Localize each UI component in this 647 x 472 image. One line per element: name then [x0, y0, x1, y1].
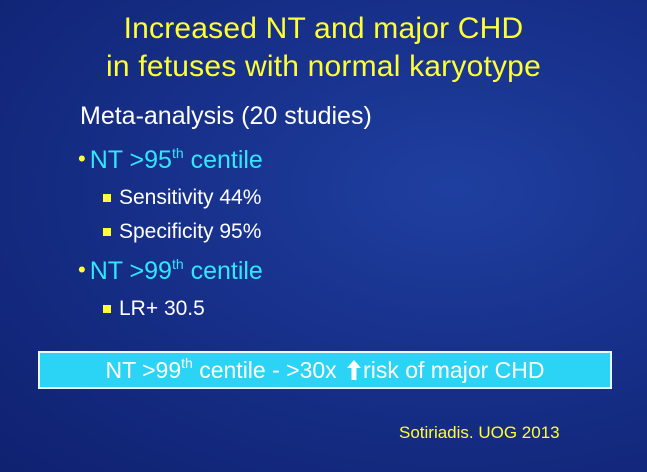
bullet-dot-icon: • [78, 257, 86, 282]
sub-bullet-specificity: Specificity 95% [103, 220, 261, 244]
bullet-nt-99: • NT >99th centile [78, 256, 263, 285]
bullet-dot-icon: • [78, 146, 86, 171]
square-bullet-icon [103, 305, 111, 313]
title-line-1: Increased NT and major CHD [123, 12, 524, 45]
title-line-2: in fetuses with normal karyotype [106, 50, 541, 83]
subheading: Meta-analysis (20 studies) [80, 102, 372, 130]
sub-bullet-sensitivity: Sensitivity 44% [103, 186, 261, 210]
square-bullet-icon [103, 228, 111, 236]
sub-bullet-lr: LR+ 30.5 [103, 297, 205, 321]
square-bullet-icon [103, 194, 111, 202]
key-message-box: NT >99th centile - >30x risk of major CH… [38, 351, 612, 389]
up-arrow-icon [347, 360, 362, 380]
bullet-nt-95: • NT >95th centile [78, 145, 263, 174]
slide-title: Increased NT and major CHD in fetuses wi… [0, 10, 647, 86]
citation: Sotiriadis. UOG 2013 [399, 423, 560, 442]
